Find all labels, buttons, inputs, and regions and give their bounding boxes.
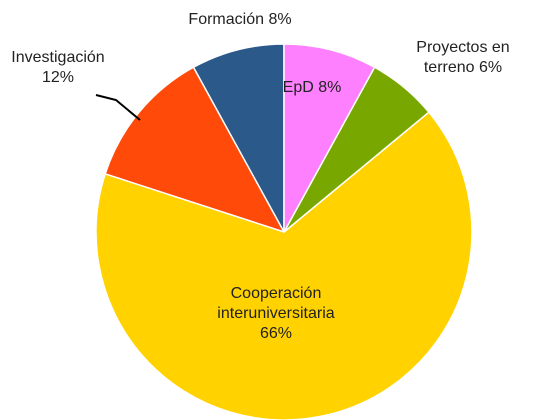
slice-value: 12% [41, 69, 75, 86]
slice-category: Formación [188, 11, 264, 28]
slice-value: 8% [318, 79, 342, 96]
slice-value: 6% [479, 59, 503, 76]
slice-label: Investigación 12% [2, 48, 114, 88]
leader-line [95, 94, 141, 121]
slice-label: Formación 8% [160, 10, 320, 30]
slice-category: Proyectos en terreno [416, 39, 510, 76]
pie-slice [95, 111, 473, 420]
pie-slice [283, 43, 376, 233]
pie-slice [192, 43, 285, 233]
pie-slice [104, 66, 286, 234]
slice-category: Investigación [11, 49, 105, 66]
slice-category: EpD [282, 79, 314, 96]
slice-label: Proyectos en terreno 6% [398, 38, 528, 78]
slice-value: 66% [259, 325, 293, 342]
slice-category: Cooperación interuniversitaria [217, 285, 335, 322]
slice-label: EpD 8% [282, 78, 342, 98]
slice-label: Cooperación interuniversitaria 66% [214, 284, 338, 344]
slice-value: 8% [268, 11, 292, 28]
